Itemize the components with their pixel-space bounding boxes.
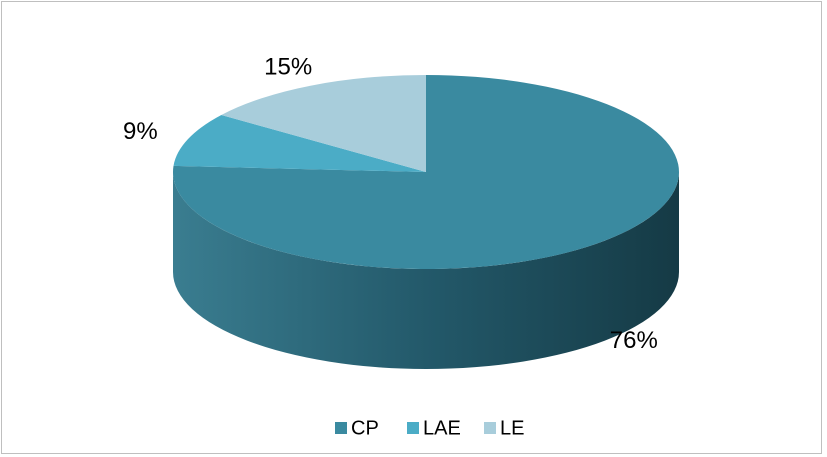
legend-label: LE [500, 417, 524, 439]
data-label: 76% [610, 327, 658, 354]
legend-swatch [484, 422, 496, 434]
legend-swatch [407, 422, 419, 434]
pie-slice [221, 75, 426, 172]
legend-label: CP [351, 417, 379, 439]
legend-swatch [335, 422, 347, 434]
data-label: 15% [264, 54, 312, 81]
legend-label: LAE [423, 417, 461, 439]
pie-slice [173, 114, 426, 172]
data-label: 9% [123, 118, 158, 145]
pie-side [173, 172, 679, 369]
pie-slice [173, 75, 680, 269]
